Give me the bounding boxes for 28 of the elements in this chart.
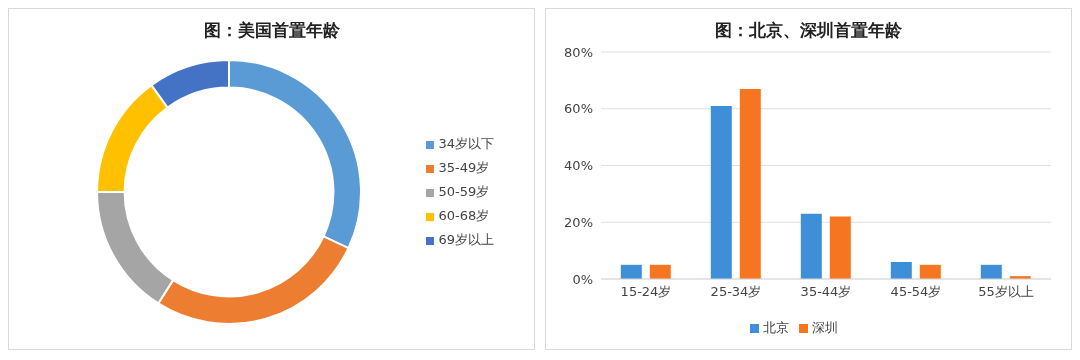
legend-label: 50-59岁 (438, 184, 490, 199)
bar (620, 264, 642, 279)
bar (919, 264, 941, 279)
bar (980, 264, 1002, 279)
legend-label: 34岁以下 (438, 136, 494, 151)
legend-label: 北京 (762, 320, 789, 335)
bar (739, 88, 761, 279)
y-tick-label: 40% (564, 158, 593, 174)
legend-label: 60-68岁 (438, 208, 490, 223)
y-tick-label: 0% (572, 271, 593, 287)
y-tick-label: 60% (564, 101, 593, 117)
bar (710, 105, 732, 279)
y-tick-label: 20% (564, 214, 593, 230)
x-tick-label: 45-54岁 (890, 284, 942, 300)
bar (890, 261, 912, 279)
bar (649, 264, 671, 279)
legend-label: 深圳 (811, 320, 838, 335)
legend-label: 35-49岁 (438, 160, 490, 175)
bar (829, 216, 851, 279)
y-tick-label: 80% (564, 44, 593, 60)
x-tick-label: 15-24岁 (620, 284, 672, 300)
x-tick-label: 55岁以上 (978, 284, 1034, 300)
bar (800, 213, 822, 279)
x-tick-label: 35-44岁 (800, 284, 852, 300)
x-tick-label: 25-34岁 (710, 284, 762, 300)
chart-title: 图：北京、深圳首置年龄 (714, 19, 903, 42)
legend-label: 69岁以上 (438, 232, 494, 247)
chart-title: 图：美国首置年龄 (202, 19, 341, 42)
